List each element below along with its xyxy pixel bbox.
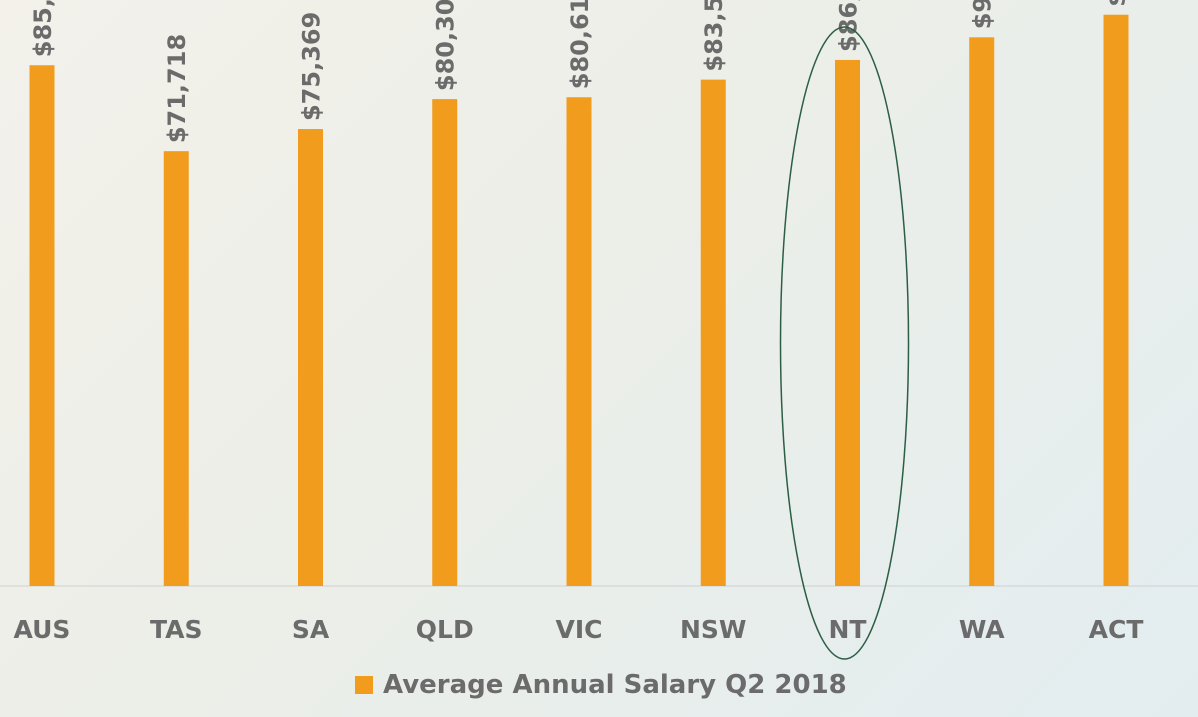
bar-vic — [566, 97, 592, 586]
x-tick-label-nt: NT — [829, 615, 867, 644]
x-tick-label-wa: WA — [959, 615, 1005, 644]
data-label-sa: $75,369 — [298, 12, 326, 121]
data-label-nsw: $83,517 — [700, 0, 728, 72]
data-label-aus: $85,892 — [29, 0, 57, 57]
bar-nt — [835, 59, 860, 586]
data-label-nt: $86,762 — [835, 0, 863, 52]
legend-label: Average Annual Salary Q2 2018 — [383, 670, 847, 700]
x-tick-label-qld: QLD — [416, 615, 474, 644]
data-label-act: $94,224 — [1103, 0, 1131, 7]
data-label-qld: $80,304 — [432, 0, 460, 91]
legend-swatch — [355, 676, 373, 694]
bar-aus — [29, 65, 55, 586]
x-tick-label-vic: VIC — [556, 615, 603, 644]
x-tick-label-tas: TAS — [150, 615, 202, 644]
bar-sa — [298, 129, 323, 586]
bar-wa — [969, 37, 995, 586]
x-tick-label-nsw: NSW — [680, 615, 747, 644]
data-label-vic: $80,610 — [566, 0, 594, 89]
data-label-tas: $71,718 — [163, 34, 191, 143]
bar-qld — [432, 99, 458, 586]
x-tick-label-sa: SA — [292, 615, 330, 644]
highlight-ellipse-nt — [779, 26, 910, 660]
bar-nsw — [700, 79, 726, 587]
x-tick-label-aus: AUS — [14, 615, 71, 644]
x-tick-label-act: ACT — [1089, 615, 1144, 644]
bar-act — [1103, 14, 1129, 586]
data-label-wa: $90,496 — [969, 0, 997, 29]
legend: Average Annual Salary Q2 2018 — [355, 668, 847, 702]
bar-tas — [163, 151, 189, 586]
